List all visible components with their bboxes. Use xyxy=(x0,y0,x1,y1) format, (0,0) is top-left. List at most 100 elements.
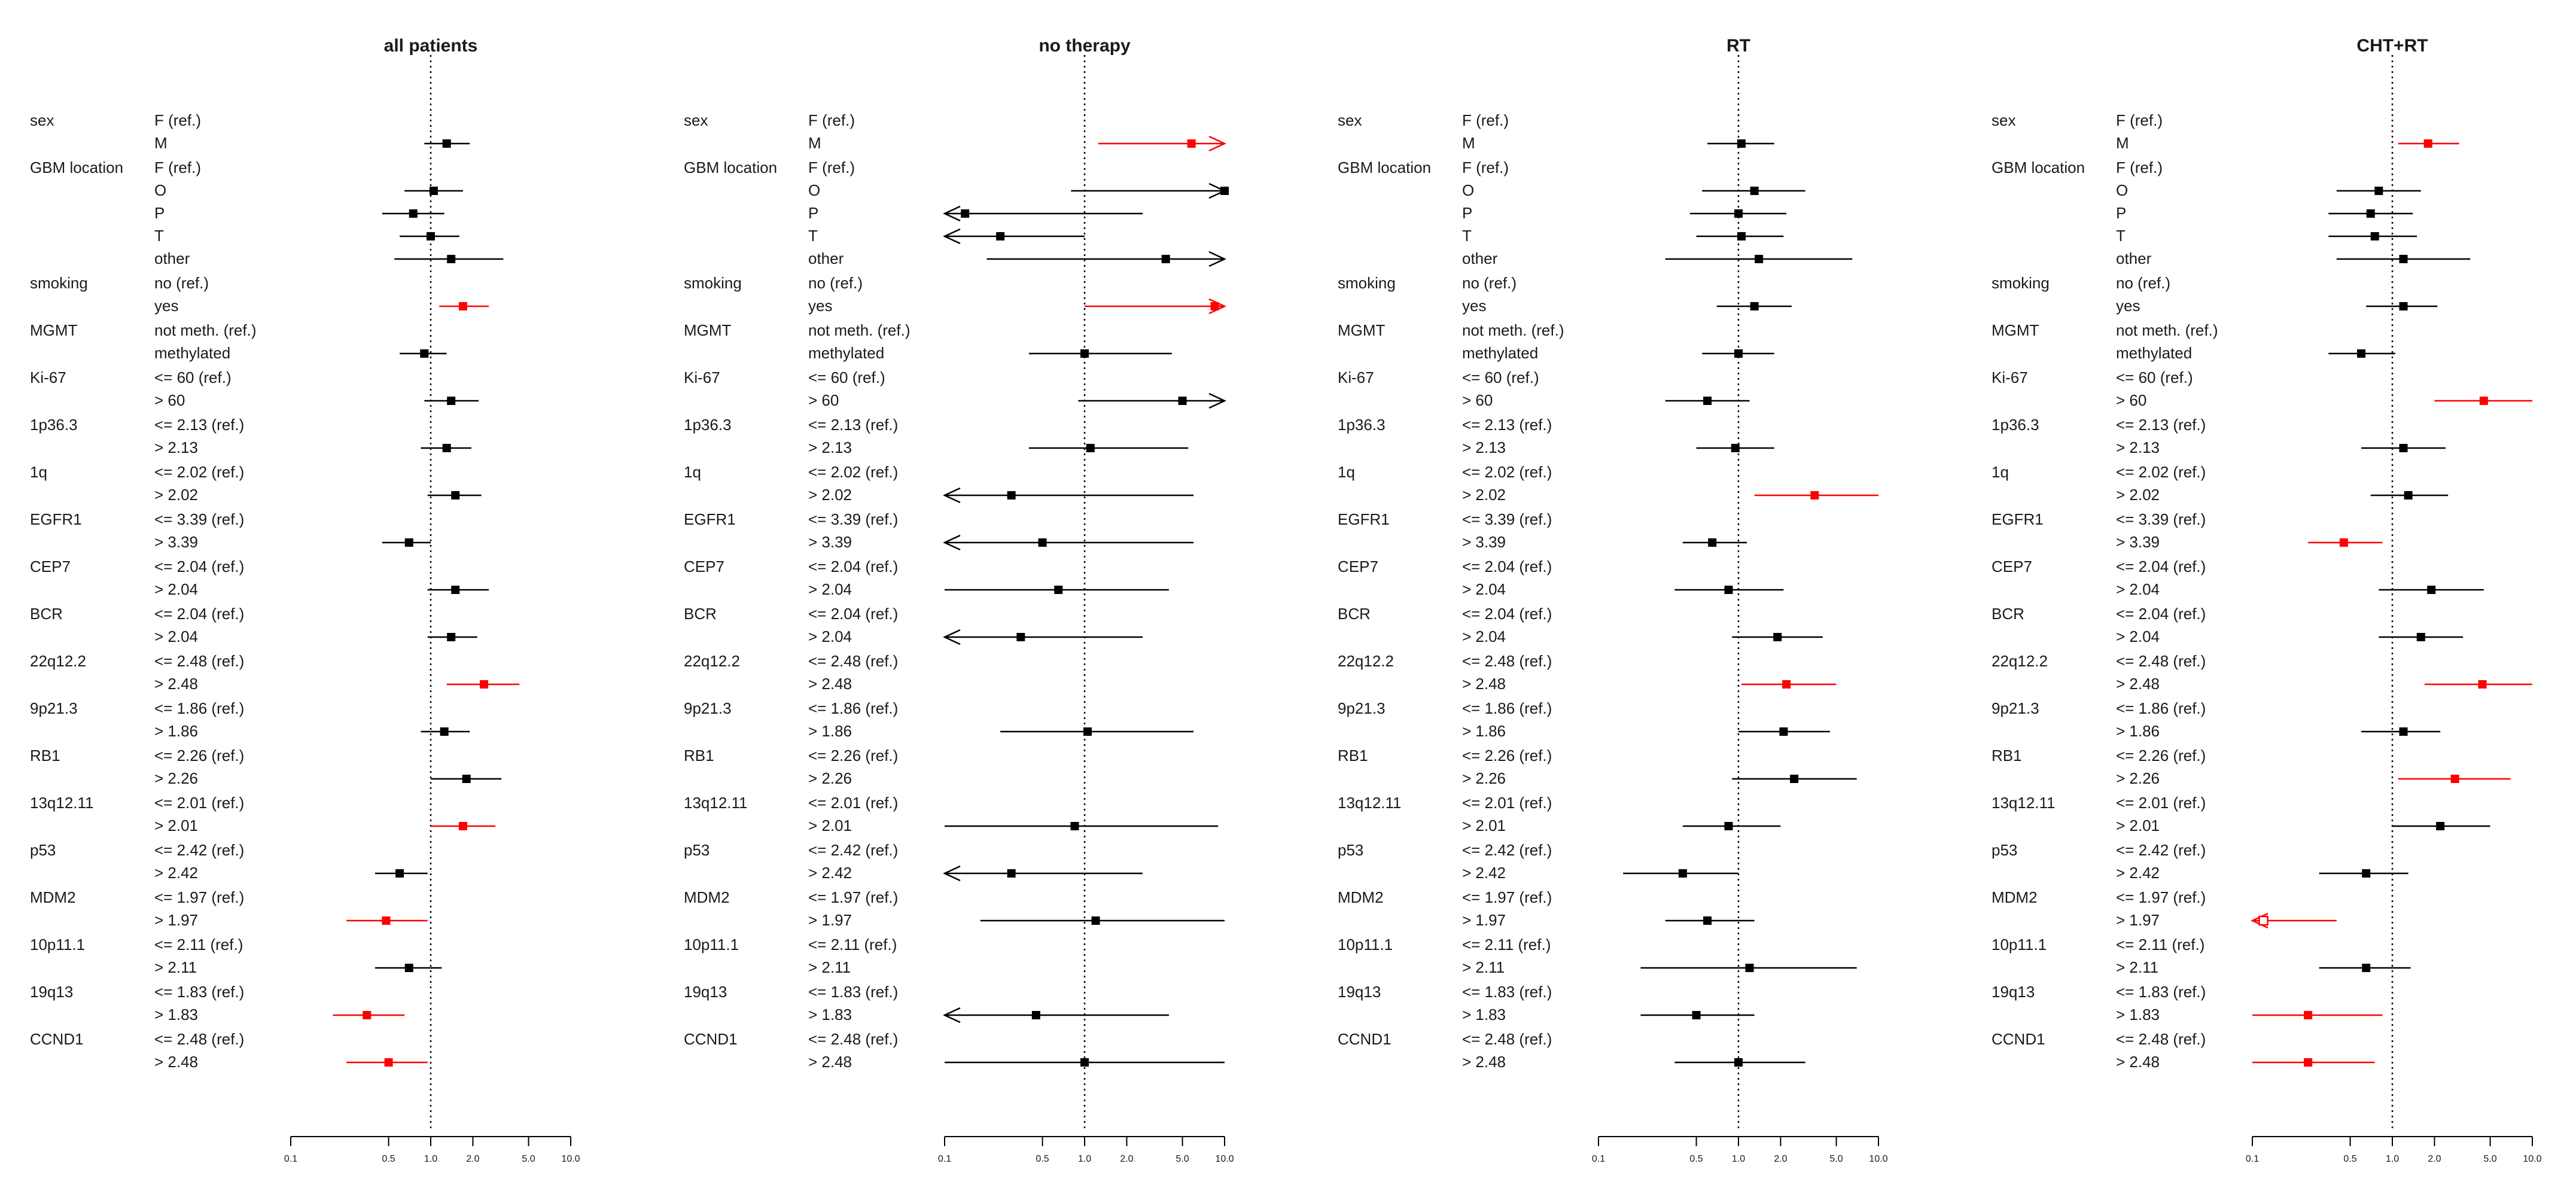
level-label: <= 3.39 (ref.) xyxy=(1462,510,1552,528)
point-estimate xyxy=(447,633,456,641)
level-label: methylated xyxy=(154,344,230,362)
level-label: <= 2.01 (ref.) xyxy=(2116,794,2206,812)
level-label: > 2.04 xyxy=(154,580,198,598)
level-label: > 2.11 xyxy=(2116,958,2158,976)
level-label: P xyxy=(2116,204,2126,222)
point-estimate xyxy=(2436,822,2445,830)
level-label: <= 2.48 (ref.) xyxy=(1462,1030,1552,1048)
point-estimate xyxy=(1038,538,1047,547)
level-label: <= 1.86 (ref.) xyxy=(808,699,898,717)
x-tick-label: 5.0 xyxy=(1176,1154,1189,1164)
level-label: <= 1.97 (ref.) xyxy=(808,888,898,906)
variable-label: 1q xyxy=(1992,463,2009,481)
level-label: > 2.02 xyxy=(2116,486,2160,504)
level-label: > 2.04 xyxy=(2116,628,2160,645)
point-estimate xyxy=(427,232,435,240)
level-label: <= 2.02 (ref.) xyxy=(808,463,898,481)
variable-label: p53 xyxy=(30,841,56,859)
level-label: other xyxy=(154,249,190,267)
variable-label: CCND1 xyxy=(1338,1030,1391,1048)
level-label: <= 2.13 (ref.) xyxy=(1462,416,1552,434)
point-estimate xyxy=(440,727,449,736)
variable-label: 19q13 xyxy=(1992,983,2035,1001)
variable-label: GBM location xyxy=(1338,159,1431,176)
level-label: > 2.02 xyxy=(1462,486,1506,504)
x-tick-label: 1.0 xyxy=(1732,1154,1745,1164)
level-label: no (ref.) xyxy=(1462,274,1517,292)
level-label: <= 2.04 (ref.) xyxy=(808,558,898,575)
level-label: > 60 xyxy=(1462,391,1493,409)
variable-label: 1p36.3 xyxy=(1992,416,2039,434)
ci-arrow-right xyxy=(1208,135,1226,152)
level-label: > 2.13 xyxy=(2116,438,2160,456)
level-label: <= 2.48 (ref.) xyxy=(1462,652,1552,670)
point-estimate xyxy=(384,1058,393,1067)
level-label: > 1.83 xyxy=(808,1006,852,1024)
variable-label: EGFR1 xyxy=(684,510,736,528)
level-label: <= 2.26 (ref.) xyxy=(808,747,898,765)
level-label: <= 1.97 (ref.) xyxy=(2116,888,2206,906)
point-estimate xyxy=(2399,302,2408,310)
level-label: P xyxy=(154,204,165,222)
variable-label: smoking xyxy=(1992,274,2050,292)
point-estimate xyxy=(2304,1058,2313,1067)
variable-label: p53 xyxy=(1992,841,2017,859)
ci-arrow-left xyxy=(943,228,961,245)
level-label: <= 2.42 (ref.) xyxy=(2116,841,2206,859)
level-label: <= 2.26 (ref.) xyxy=(1462,747,1552,765)
point-estimate xyxy=(1731,444,1740,452)
level-label: yes xyxy=(1462,297,1486,315)
x-tick-label: 1.0 xyxy=(2386,1154,2399,1164)
variable-label: CEP7 xyxy=(1992,558,2032,575)
variable-label: RB1 xyxy=(1338,747,1368,765)
level-label: <= 2.04 (ref.) xyxy=(1462,605,1552,623)
point-estimate xyxy=(2416,633,2425,641)
variable-label: GBM location xyxy=(684,159,777,176)
level-label: <= 2.04 (ref.) xyxy=(2116,558,2206,575)
point-estimate xyxy=(1779,727,1788,736)
variable-label: RB1 xyxy=(684,747,714,765)
level-label: F (ref.) xyxy=(154,111,201,129)
variable-label: sex xyxy=(30,111,54,129)
variable-label: GBM location xyxy=(1992,159,2085,176)
level-label: not meth. (ref.) xyxy=(2116,321,2218,339)
point-estimate xyxy=(1031,1011,1040,1019)
level-label: > 2.48 xyxy=(808,1053,852,1071)
variable-label: 9p21.3 xyxy=(684,699,732,717)
level-label: methylated xyxy=(1462,344,1538,362)
variable-label: 10p11.1 xyxy=(684,936,739,954)
x-tick-label: 10.0 xyxy=(1215,1154,1234,1164)
level-label: <= 2.02 (ref.) xyxy=(1462,463,1552,481)
point-estimate xyxy=(1210,302,1219,310)
level-label: <= 2.11 (ref.) xyxy=(808,936,897,954)
level-label: > 2.01 xyxy=(2116,817,2160,834)
point-estimate xyxy=(447,255,456,263)
level-label: F (ref.) xyxy=(2116,159,2163,176)
point-estimate xyxy=(404,964,413,972)
level-label: > 2.48 xyxy=(2116,675,2160,693)
x-tick-label: 0.1 xyxy=(284,1154,297,1164)
point-estimate xyxy=(2362,964,2371,972)
point-estimate xyxy=(404,538,413,547)
variable-label: 10p11.1 xyxy=(30,936,85,954)
level-label: <= 2.11 (ref.) xyxy=(2116,936,2204,954)
point-estimate xyxy=(2450,775,2459,783)
variable-label: BCR xyxy=(1338,605,1371,623)
variable-label: 13q12.11 xyxy=(1338,794,1402,812)
ci-arrow-left xyxy=(943,205,961,222)
point-estimate xyxy=(1086,444,1095,452)
variable-label: p53 xyxy=(684,841,710,859)
point-estimate xyxy=(1187,139,1196,148)
point-estimate xyxy=(1755,255,1764,263)
point-estimate xyxy=(1178,397,1187,405)
variable-label: smoking xyxy=(684,274,742,292)
point-estimate xyxy=(429,187,438,195)
variable-label: 13q12.11 xyxy=(1992,794,2056,812)
level-label: <= 1.86 (ref.) xyxy=(2116,699,2206,717)
variable-label: smoking xyxy=(30,274,88,292)
level-label: > 2.01 xyxy=(154,817,198,834)
level-label: > 2.13 xyxy=(1462,438,1506,456)
point-estimate xyxy=(2366,209,2375,218)
x-tick-label: 10.0 xyxy=(561,1154,580,1164)
level-label: > 2.48 xyxy=(154,1053,198,1071)
